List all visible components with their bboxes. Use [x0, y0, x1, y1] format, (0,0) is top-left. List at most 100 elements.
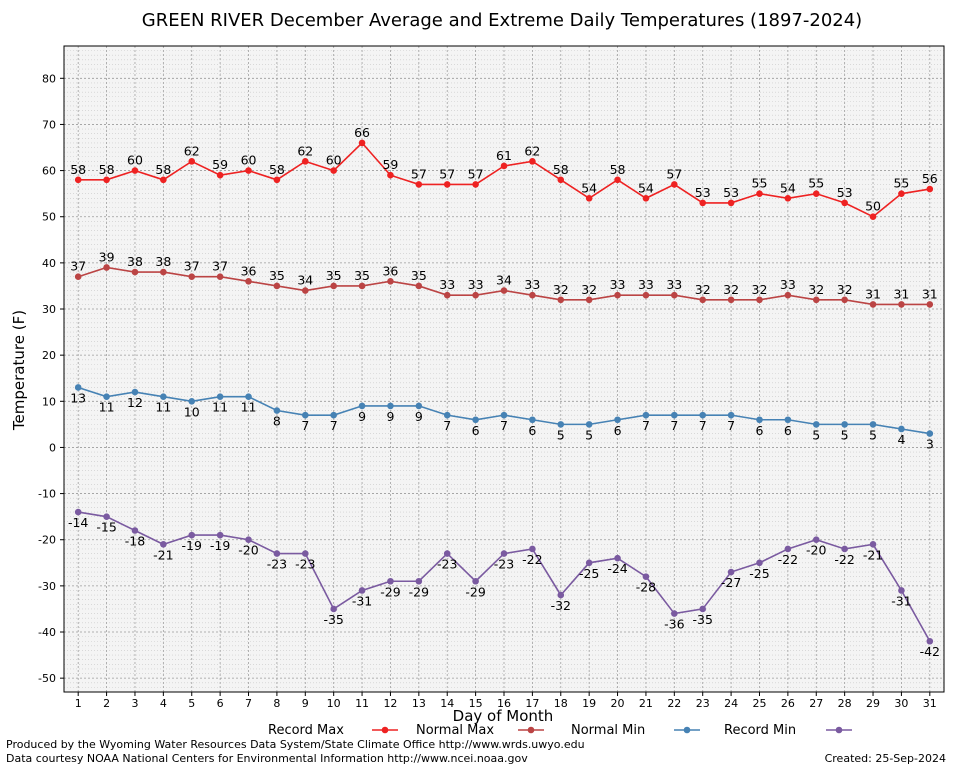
data-point: [557, 296, 565, 304]
data-point: [160, 268, 167, 276]
x-tick-label: 23: [696, 697, 710, 710]
data-label: 4: [897, 432, 905, 447]
data-label: -22: [834, 552, 854, 567]
data-label: 57: [468, 166, 484, 181]
data-point: [443, 181, 451, 188]
data-label: 37: [70, 259, 86, 274]
data-label: -29: [409, 584, 429, 599]
data-label: 50: [865, 199, 881, 214]
data-label: 38: [155, 254, 171, 269]
data-label: -20: [238, 543, 258, 558]
data-point: [131, 388, 139, 396]
data-point: [500, 550, 508, 557]
y-tick-label: -30: [38, 580, 56, 593]
x-tick-label: 9: [302, 697, 309, 710]
data-label: 11: [99, 400, 115, 415]
data-label: 55: [893, 176, 909, 191]
data-point: [671, 411, 678, 419]
data-point: [160, 541, 167, 548]
data-label: 57: [439, 166, 455, 181]
legend: Record Max Normal Max Normal Min Record Min: [268, 723, 852, 738]
data-point: [784, 416, 792, 424]
x-tick-label: 10: [327, 697, 341, 710]
data-point: [699, 199, 707, 207]
data-point: [301, 287, 309, 294]
data-label: 6: [784, 423, 792, 438]
data-label: 11: [241, 400, 257, 415]
legend-label: Normal Min: [571, 723, 645, 738]
y-tick-label: -50: [38, 672, 56, 685]
data-point: [472, 577, 479, 585]
data-label: 9: [415, 409, 423, 424]
data-label: 53: [723, 185, 739, 200]
data-point: [216, 171, 224, 179]
data-point: [188, 158, 196, 165]
data-label: 32: [752, 282, 768, 297]
data-point: [500, 411, 508, 419]
data-point: [642, 573, 650, 580]
series-normal-min: 13 11 12 11 10 11 11 8 7 7 9 9 9 7 6 7 6 5 5 6 7 7 7 7 6 6 5 5 5 4 3: [70, 384, 934, 452]
data-label: 62: [297, 143, 313, 158]
x-tick-label: 22: [667, 697, 681, 710]
data-label: 58: [553, 162, 569, 177]
data-point: [131, 527, 139, 534]
data-label: -22: [778, 552, 798, 567]
plot-area: [63, 45, 945, 693]
data-point: [103, 393, 110, 400]
y-tick-label: 20: [42, 349, 56, 362]
data-point: [160, 393, 167, 400]
data-label: 35: [269, 268, 285, 283]
data-point: [216, 273, 224, 281]
x-axis-label: Day of Month: [453, 707, 554, 725]
data-label: 6: [614, 423, 622, 438]
data-label: 58: [610, 162, 626, 177]
data-point: [841, 199, 848, 207]
data-point: [926, 637, 934, 645]
data-label: 34: [496, 273, 512, 288]
data-point: [642, 291, 650, 299]
data-point: [926, 301, 934, 308]
series-normal-max: 37 39 38 38 37 37 36 35 34 35 35 36 35 33 33 34 33 32 32 33…: [70, 249, 938, 308]
data-label: 58: [155, 162, 171, 177]
legend-swatch-marker: [835, 726, 843, 734]
data-label: 58: [70, 162, 86, 177]
data-point: [926, 430, 934, 437]
data-point: [103, 176, 110, 184]
data-point: [784, 194, 792, 202]
data-label: 31: [865, 286, 881, 301]
data-point: [756, 559, 763, 567]
data-label: -24: [607, 561, 627, 576]
data-label: -23: [494, 557, 514, 572]
data-label: 5: [841, 427, 849, 442]
data-point: [557, 421, 565, 428]
data-point: [160, 176, 167, 184]
data-label: 7: [642, 418, 650, 433]
data-label: 13: [70, 390, 86, 405]
data-point: [103, 513, 110, 520]
x-axis-ticks: 1 2 3 4 5 6 7 8 9 10 11 12 13 14 15 16 17 18 19 20 21 22 23 24 2…: [75, 692, 937, 710]
data-label: 33: [610, 277, 626, 292]
y-tick-label: 50: [42, 211, 56, 224]
data-point: [472, 181, 479, 188]
footer-data-courtesy: Data courtesy NOAA National Centers for …: [6, 752, 528, 765]
data-label: 36: [382, 263, 398, 278]
data-label: 66: [354, 125, 370, 140]
x-tick-label: 31: [923, 697, 937, 710]
legend-item: Record Max: [268, 723, 398, 738]
data-point: [500, 287, 508, 294]
x-tick-label: 12: [383, 697, 397, 710]
data-label: 62: [524, 143, 540, 158]
data-label: -25: [579, 566, 599, 581]
data-point: [358, 587, 366, 594]
data-label: 6: [756, 423, 764, 438]
data-label: 33: [666, 277, 682, 292]
data-label: 36: [241, 263, 257, 278]
x-tick-label: 25: [752, 697, 766, 710]
x-tick-label: 26: [781, 697, 795, 710]
y-tick-label: 40: [42, 257, 56, 270]
data-label: 53: [695, 185, 711, 200]
data-label: -31: [891, 593, 911, 608]
x-tick-label: 21: [639, 697, 653, 710]
data-point: [898, 587, 905, 594]
data-point: [926, 185, 934, 193]
